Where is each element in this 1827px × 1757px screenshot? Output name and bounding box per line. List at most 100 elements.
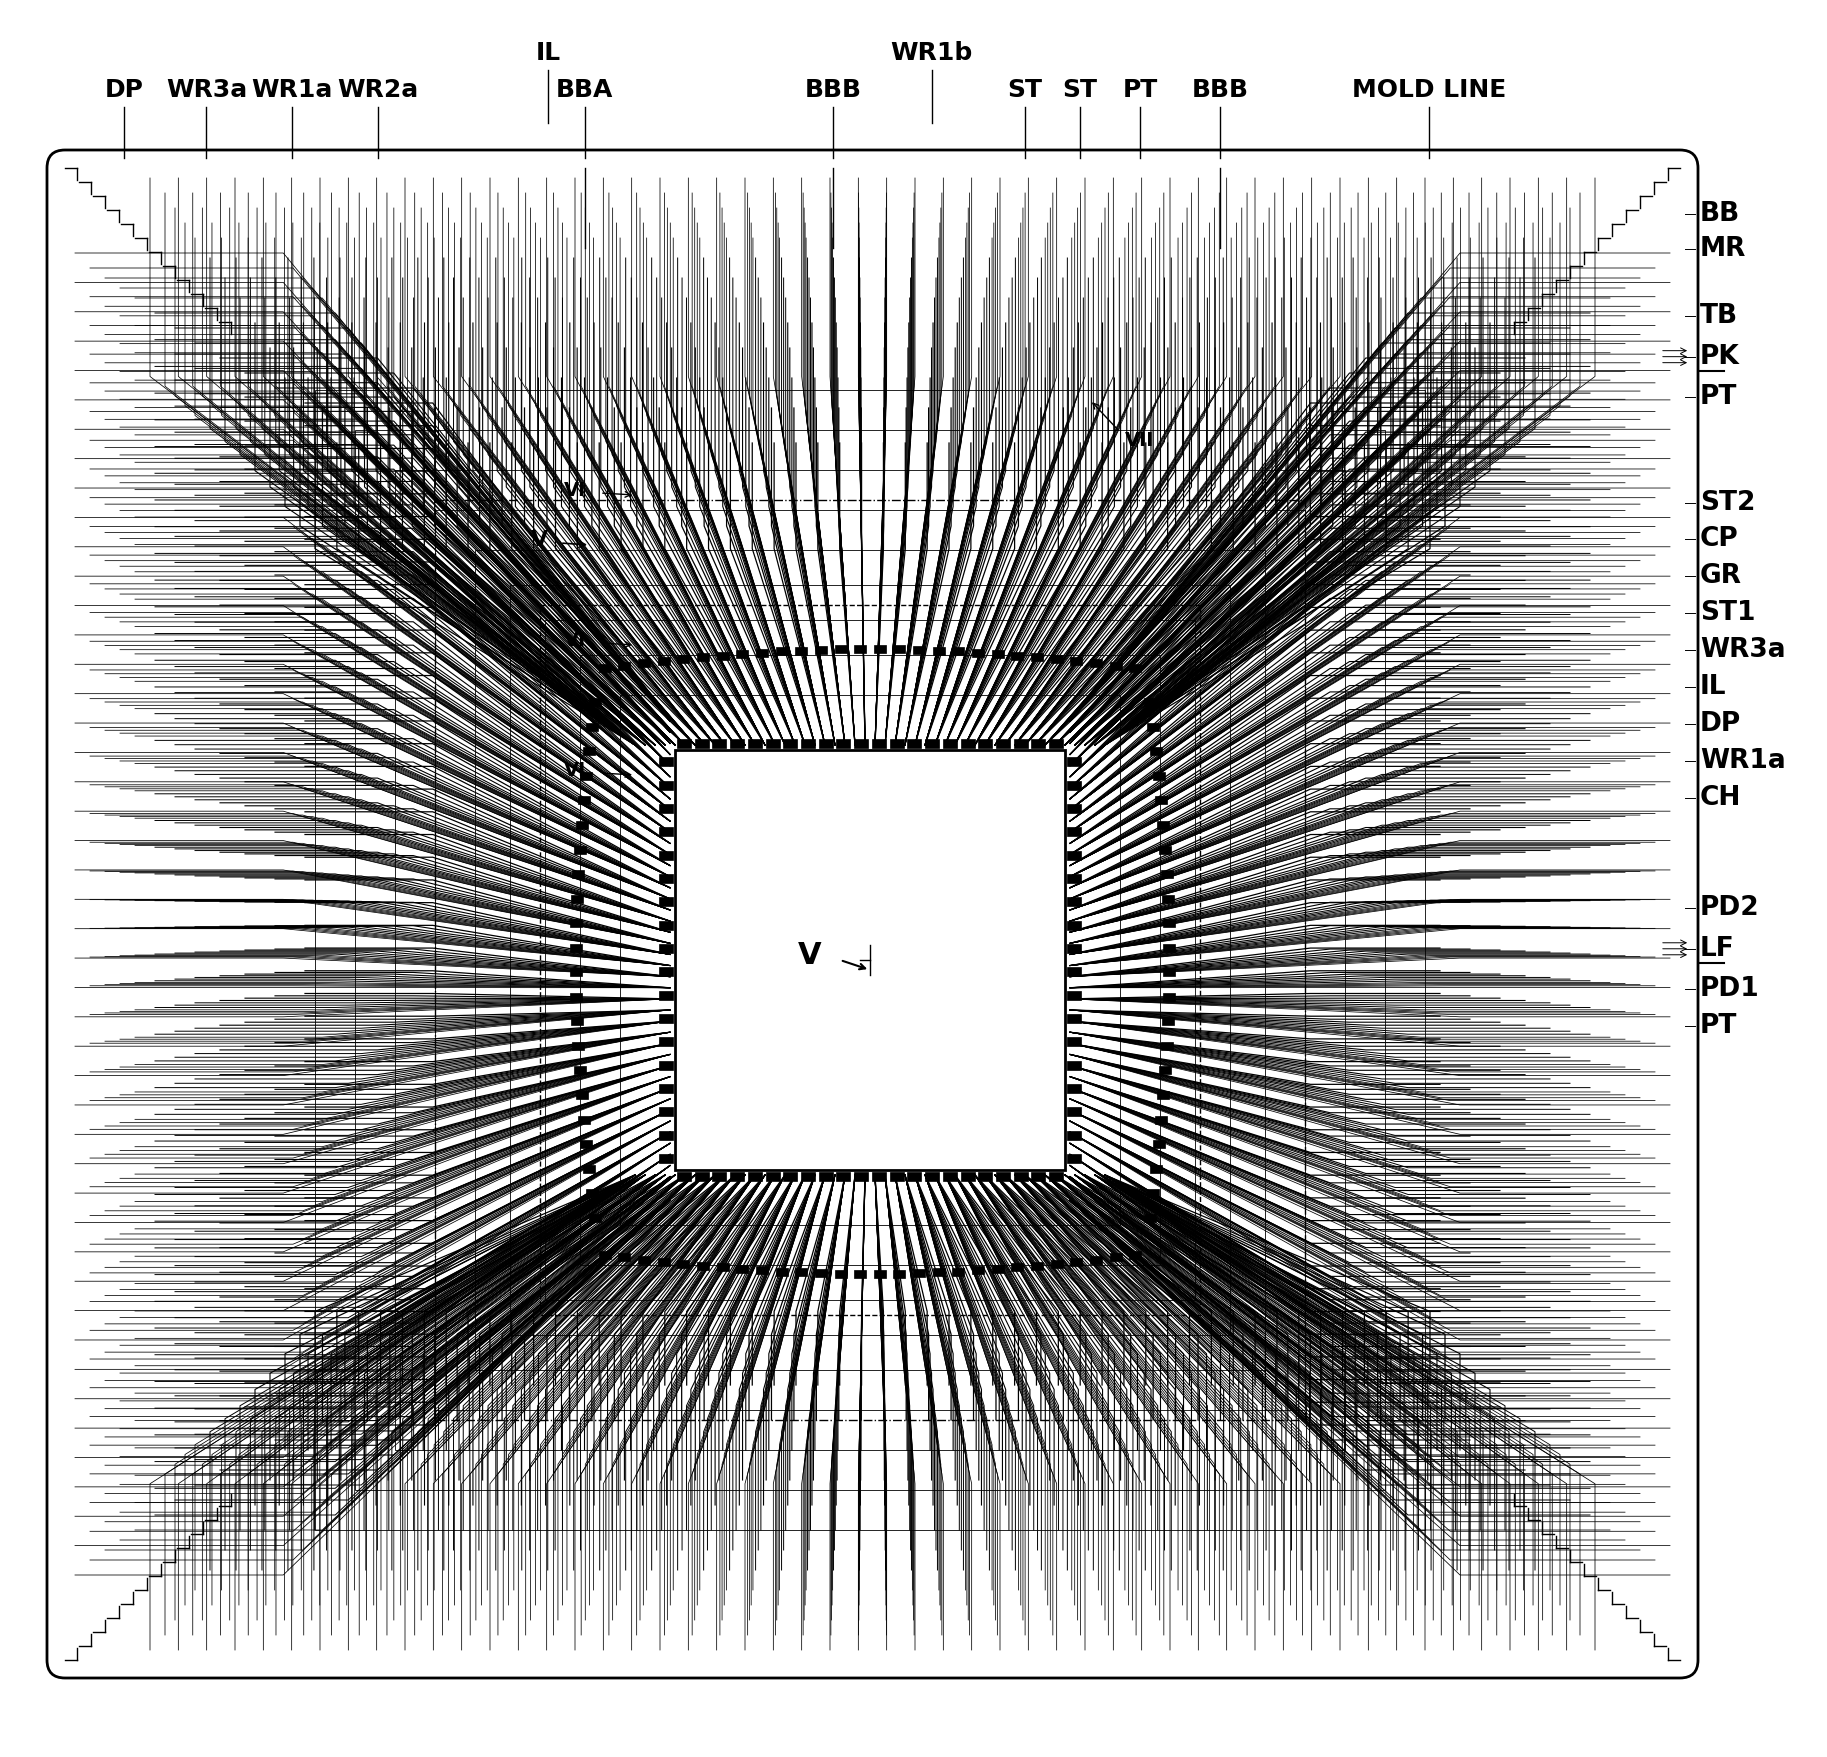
Bar	[395, 471, 1345, 1450]
Bar	[1067, 1107, 1082, 1116]
Bar	[1156, 1091, 1169, 1098]
Bar	[674, 750, 1065, 1170]
Bar	[800, 740, 815, 748]
Bar	[934, 1269, 945, 1277]
Text: TB: TB	[1699, 304, 1737, 329]
Bar	[943, 740, 957, 748]
Bar	[1129, 664, 1142, 671]
Bar	[1147, 722, 1160, 731]
Bar	[731, 1172, 744, 1181]
Bar	[658, 1258, 671, 1265]
Bar	[676, 740, 691, 748]
Bar	[934, 647, 945, 655]
Bar	[576, 821, 588, 829]
Bar	[619, 662, 630, 669]
Text: MR: MR	[1699, 237, 1747, 262]
Bar	[1067, 1130, 1082, 1140]
Bar	[510, 585, 1230, 1335]
Bar	[544, 620, 1195, 1300]
Bar	[314, 390, 1425, 1530]
Bar	[1156, 821, 1169, 829]
Bar	[837, 1172, 850, 1181]
Text: PD2: PD2	[1699, 896, 1759, 921]
Bar	[1051, 655, 1063, 664]
Text: WR1a: WR1a	[1699, 748, 1785, 773]
Text: IL: IL	[535, 40, 561, 65]
Bar	[1067, 757, 1082, 766]
Bar	[1162, 993, 1175, 1001]
Bar	[873, 645, 886, 654]
Bar	[660, 1037, 672, 1045]
Bar	[756, 648, 767, 657]
Bar	[1158, 1066, 1171, 1075]
Text: DP: DP	[104, 77, 144, 102]
Bar	[570, 944, 583, 952]
Bar	[660, 805, 672, 813]
Bar	[1032, 740, 1045, 748]
Bar	[1012, 652, 1023, 659]
Bar	[1067, 966, 1082, 977]
Bar	[579, 655, 1160, 1265]
Bar	[784, 740, 797, 748]
Bar	[572, 870, 585, 878]
Bar	[716, 1263, 729, 1272]
Bar	[678, 655, 689, 664]
Text: CH: CH	[1699, 785, 1741, 810]
Bar	[1067, 1061, 1082, 1070]
Bar	[570, 968, 583, 977]
Bar	[818, 740, 833, 748]
Bar	[660, 757, 672, 766]
Bar	[588, 698, 601, 706]
Bar	[1091, 659, 1102, 668]
Bar	[660, 991, 672, 1000]
Bar	[1014, 1172, 1027, 1181]
Bar	[435, 501, 1304, 1420]
Bar	[914, 1269, 924, 1277]
Bar	[572, 1042, 585, 1051]
Bar	[766, 740, 780, 748]
Bar	[660, 1107, 672, 1116]
Bar	[1153, 1140, 1164, 1147]
Bar	[660, 944, 672, 952]
FancyBboxPatch shape	[48, 149, 1697, 1678]
Bar	[1067, 805, 1082, 813]
Bar	[1153, 771, 1164, 780]
Text: ST: ST	[1061, 77, 1098, 102]
Text: WR3a: WR3a	[166, 77, 247, 102]
Bar	[977, 1172, 992, 1181]
Bar	[908, 1172, 921, 1181]
Bar	[435, 510, 1304, 1411]
Bar	[660, 1154, 672, 1163]
Bar	[1147, 1189, 1160, 1197]
Bar	[1162, 919, 1175, 928]
Bar	[961, 1172, 974, 1181]
Bar	[541, 604, 1200, 1314]
Bar	[1012, 1263, 1023, 1272]
Bar	[599, 1251, 610, 1260]
Bar	[570, 993, 583, 1001]
Bar	[1164, 968, 1175, 977]
Bar	[1067, 1084, 1082, 1093]
Text: V: V	[798, 940, 822, 970]
Bar	[972, 648, 985, 657]
Bar	[815, 1269, 828, 1277]
Text: GR: GR	[1699, 564, 1741, 589]
Bar	[588, 1214, 601, 1221]
Bar	[835, 645, 846, 654]
Bar	[766, 1172, 780, 1181]
Text: VI: VI	[565, 480, 586, 499]
Text: PD1: PD1	[1699, 977, 1759, 1001]
Bar	[577, 1116, 590, 1123]
Bar	[1067, 1014, 1082, 1023]
Bar	[1067, 991, 1082, 1000]
Bar	[992, 650, 1003, 659]
Bar	[800, 1172, 815, 1181]
Text: V: V	[532, 531, 548, 550]
Bar	[731, 740, 744, 748]
Bar	[835, 1270, 846, 1277]
Text: VI: VI	[565, 761, 586, 780]
Bar	[660, 966, 672, 977]
Text: ST: ST	[1007, 77, 1043, 102]
Bar	[1067, 850, 1082, 859]
Bar	[581, 1140, 592, 1147]
